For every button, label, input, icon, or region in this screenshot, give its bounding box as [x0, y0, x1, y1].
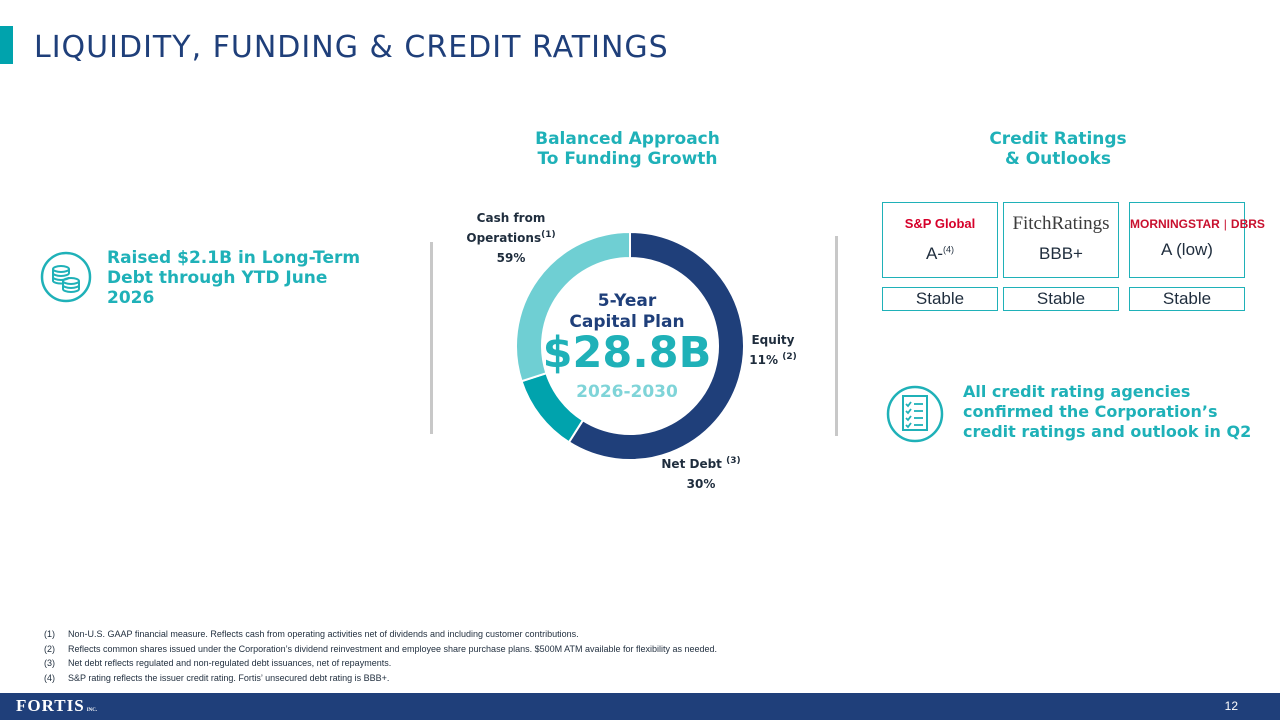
divider-left	[430, 242, 433, 434]
footnote-item: (1) Non-U.S. GAAP financial measure. Refl…	[44, 629, 579, 639]
morningstar-dbrs-logo: MORNINGSTAR | DBRS	[1130, 217, 1265, 231]
page-title: LIQUIDITY, FUNDING & CREDIT RATINGS	[34, 30, 669, 65]
page-number: 12	[1224, 699, 1238, 713]
funding-donut-chart	[515, 230, 745, 461]
footnotes: (1) Non-U.S. GAAP financial measure. Refl…	[44, 627, 944, 685]
outlook-fitch: Stable	[1003, 287, 1119, 311]
raised-debt-text: Raised $2.1B in Long-Term Debt through Y…	[107, 248, 361, 308]
fortis-logo: FORTIS INC.	[16, 696, 98, 715]
funding-heading: Balanced Approach To Funding Growth	[535, 129, 720, 169]
checklist-icon	[886, 385, 944, 443]
segment-label-cash: Cash from Operations(1) 59%	[466, 211, 556, 265]
title-accent-bar	[0, 26, 13, 64]
segment-label-equity: Equity 11% (2)	[749, 333, 797, 367]
rating-card-dbrs: MORNINGSTAR | DBRS A (low)	[1129, 202, 1265, 278]
footnote-item: (3) Net debt reflects regulated and non-r…	[44, 658, 392, 668]
footnote-item: (4) S&P rating reflects the issuer credit…	[44, 672, 390, 683]
footnote-item: (2) Reflects common shares issued under t…	[44, 643, 718, 654]
fitch-ratings-logo: FitchRatings	[1012, 213, 1110, 234]
capital-plan-years: 2026-2030	[576, 382, 678, 402]
donut-slice-cash-from-operations	[567, 230, 745, 461]
rating-card-fitch: FitchRatings BBB+	[1003, 202, 1119, 278]
outlook-sp: Stable	[882, 287, 998, 311]
capital-plan-title: 5-Year Capital Plan	[569, 291, 685, 332]
capital-plan-amount: $28.8B	[542, 328, 712, 378]
sp-global-logo: S&P Global	[904, 216, 976, 231]
rating-value-dbrs: A (low)	[1161, 240, 1213, 259]
coins-icon	[40, 251, 92, 303]
segment-label-net-debt: Net Debt (3) 30%	[661, 456, 741, 492]
outlook-dbrs: Stable	[1129, 287, 1245, 311]
footer-bar: FORTIS INC. 12	[0, 693, 1280, 720]
donut-slice-net-debt	[515, 230, 631, 383]
rating-card-sp: S&P Global A-(4)	[882, 202, 998, 278]
rating-value-fitch: BBB+	[1039, 244, 1083, 263]
ratings-heading: Credit Ratings & Outlooks	[989, 129, 1127, 169]
divider-right	[835, 236, 838, 436]
rating-value-sp: A-(4)	[926, 244, 954, 263]
agencies-confirmed-text: All credit rating agencies confirmed the…	[963, 382, 1252, 441]
